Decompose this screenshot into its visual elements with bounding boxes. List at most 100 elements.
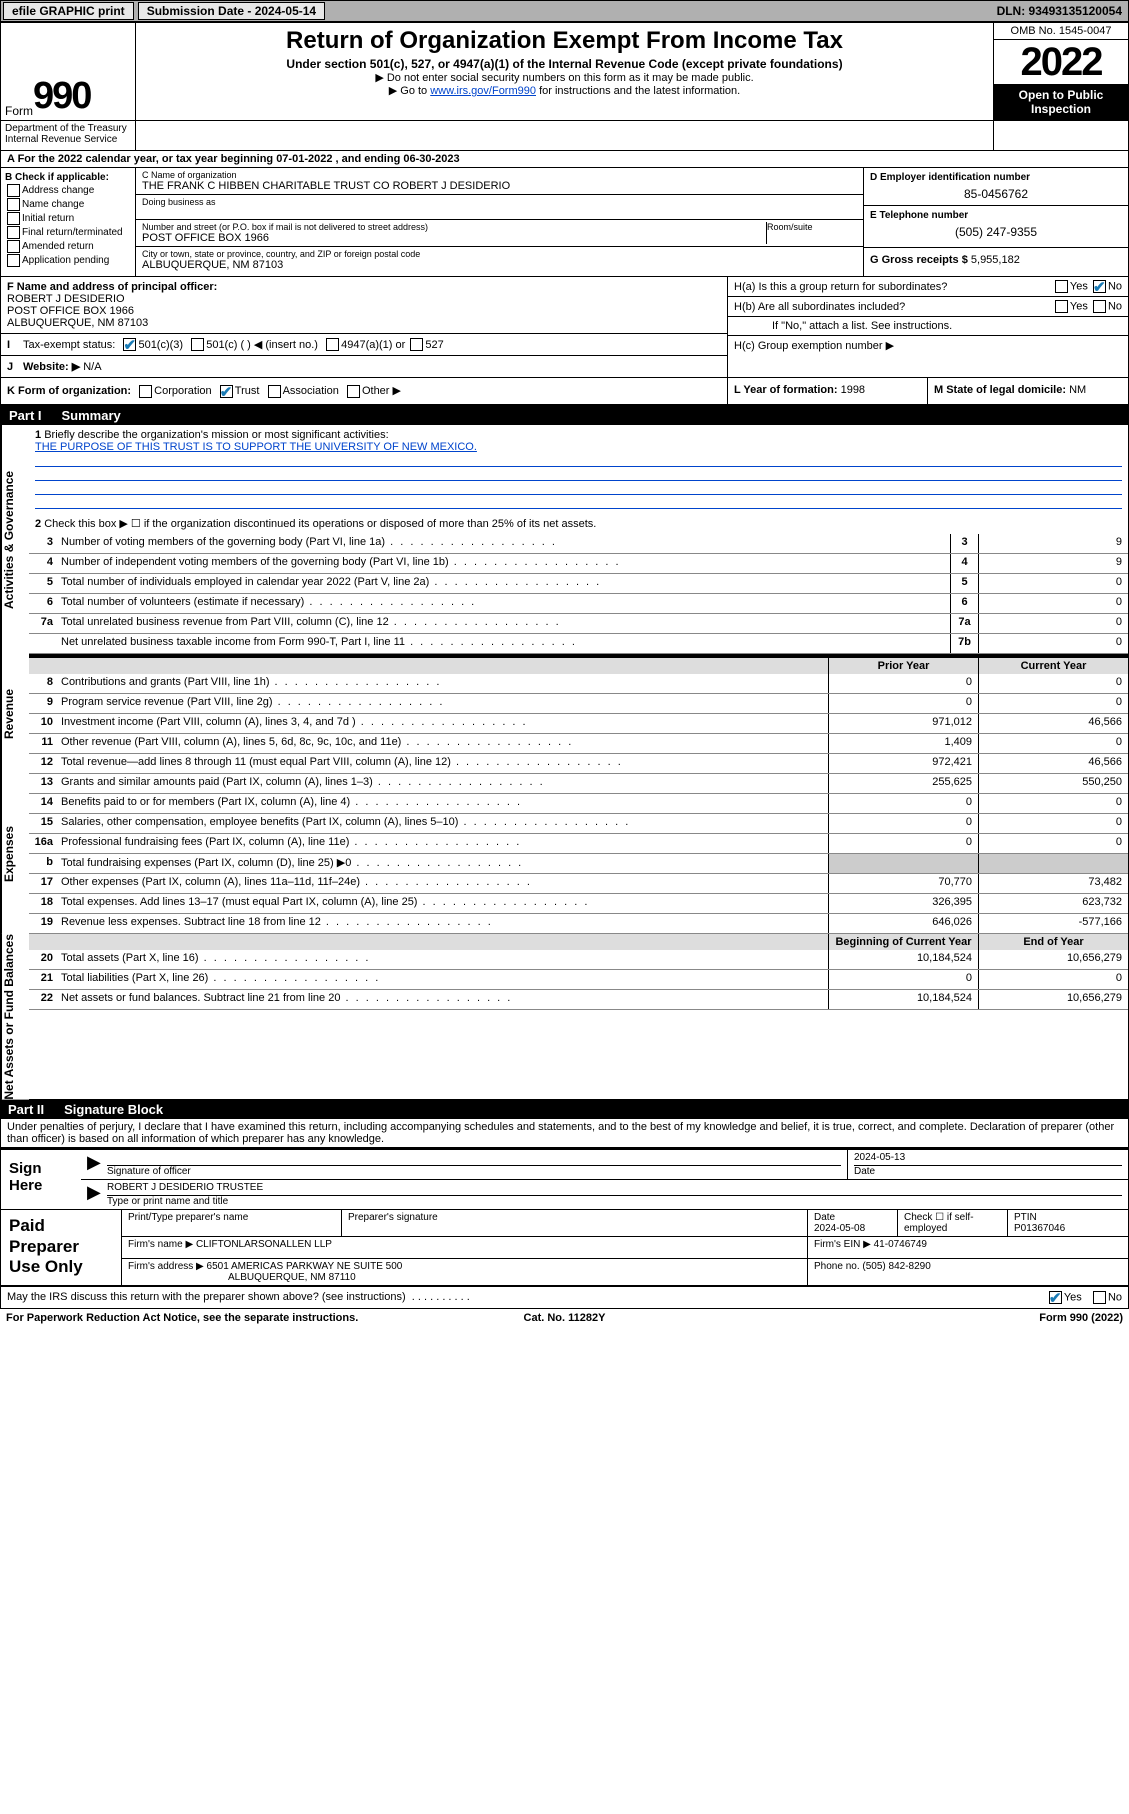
chk-assoc[interactable] [268,385,281,398]
city-val: ALBUQUERQUE, NM 87103 [142,259,857,271]
chk-4947[interactable] [326,338,339,351]
form-number-box: Form 990 [1,23,136,120]
chk-trust[interactable] [220,385,233,398]
footer-right: Form 990 (2022) [751,1312,1123,1324]
phone-val: (505) 247-9355 [870,221,1122,243]
box-b: B Check if applicable: Address change Na… [1,168,136,276]
street-cell: Number and street (or P.O. box if mail i… [142,222,767,244]
officer-label: F Name and address of principal officer: [7,281,217,293]
ha-label: H(a) Is this a group return for subordin… [734,281,947,293]
side-exp: Expenses [1,774,29,934]
side-gov: Activities & Governance [1,425,29,654]
prep-sig-label: Preparer's signature [342,1210,808,1236]
lbl-4947: 4947(a)(1) or [341,339,405,351]
suite-label: Room/suite [767,222,857,232]
footer-center: Cat. No. 11282Y [378,1312,750,1324]
website-label: Website: ▶ [23,360,80,373]
hb-no[interactable] [1093,300,1106,313]
chk-527[interactable] [410,338,423,351]
chk-pending[interactable]: Application pending [5,254,131,267]
ptin-val: P01367046 [1014,1223,1065,1234]
exp-section: Expenses 13Grants and similar amounts pa… [1,774,1128,934]
box-m: M State of legal domicile: NM [928,378,1128,404]
part1-header: Part I Summary [1,406,1128,425]
dept-text: Department of the Treasury Internal Reve… [1,121,136,150]
side-rev: Revenue [1,654,29,774]
officer-typed-name: ROBERT J DESIDERIO TRUSTEE [107,1182,1122,1196]
q1-text: THE PURPOSE OF THIS TRUST IS TO SUPPORT … [35,441,477,453]
hc-label: H(c) Group exemption number ▶ [734,339,894,352]
submission-btn[interactable]: Submission Date - 2024-05-14 [138,2,325,20]
bcd-grid: B Check if applicable: Address change Na… [0,168,1129,277]
rev-line-9: 9Program service revenue (Part VIII, lin… [29,694,1128,714]
header-right: OMB No. 1545-0047 2022 Open to Public In… [993,23,1128,120]
sign-block: Sign Here ▶ Signature of officer 2024-05… [0,1148,1129,1286]
firm-addr-label: Firm's address ▶ [128,1261,204,1272]
form-number: 990 [33,75,90,118]
chk-501c3[interactable] [123,338,136,351]
street-label: Number and street (or P.O. box if mail i… [142,222,766,232]
self-emp-label: Check ☐ if self-employed [898,1210,1008,1236]
exp-line-15: 15Salaries, other compensation, employee… [29,814,1128,834]
q2-text: Check this box ▶ ☐ if the organization d… [44,518,596,530]
dba-label: Doing business as [142,197,857,207]
page-footer: For Paperwork Reduction Act Notice, see … [0,1309,1129,1327]
sign-here-label: Sign Here [1,1150,81,1209]
tax-year: 2022 [994,40,1128,84]
chk-corp[interactable] [139,385,152,398]
gov-line-5: 5Total number of individuals employed in… [29,574,1128,594]
firm-phone: (505) 842-8290 [862,1261,930,1272]
topbar: efile GRAPHIC print Submission Date - 20… [0,0,1129,22]
prior-hdr: Prior Year [828,658,978,674]
box-h: H(a) Is this a group return for subordin… [728,277,1128,377]
m-val: NM [1069,384,1086,396]
h-a: H(a) Is this a group return for subordin… [728,277,1128,297]
chk-other[interactable] [347,385,360,398]
box-i: I Tax-exempt status: 501(c)(3) 501(c) ( … [1,334,727,356]
hb-yes[interactable] [1055,300,1068,313]
box-l: L Year of formation: 1998 [728,378,928,404]
line-1: 1 Briefly describe the organization's mi… [29,425,1128,513]
exp-line-14: 14Benefits paid to or for members (Part … [29,794,1128,814]
street-row: Number and street (or P.O. box if mail i… [136,220,863,247]
lbl-501c: 501(c) ( ) ◀ (insert no.) [206,338,318,351]
exp-line-17: 17Other expenses (Part IX, column (A), l… [29,874,1128,894]
efile-btn[interactable]: efile GRAPHIC print [3,2,134,20]
part1-title: Summary [62,408,121,423]
gov-line-4: 4Number of independent voting members of… [29,554,1128,574]
l-label: L Year of formation: [734,384,838,396]
klm-row: K Form of organization: Corporation Trus… [0,378,1129,405]
ha-yes[interactable] [1055,280,1068,293]
h-c: H(c) Group exemption number ▶ [728,336,1128,355]
net-line-21: 21Total liabilities (Part X, line 26)00 [29,970,1128,990]
rev-line-8: 8Contributions and grants (Part VIII, li… [29,674,1128,694]
chk-name[interactable]: Name change [5,198,131,211]
form-title: Return of Organization Exempt From Incom… [142,27,987,55]
rev-line-10: 10Investment income (Part VIII, column (… [29,714,1128,734]
exp-line-18: 18Total expenses. Add lines 13–17 (must … [29,894,1128,914]
net-line-22: 22Net assets or fund balances. Subtract … [29,990,1128,1010]
irs-link[interactable]: www.irs.gov/Form990 [430,85,536,97]
discuss-yes[interactable] [1049,1291,1062,1304]
declaration: Under penalties of perjury, I declare th… [0,1119,1129,1148]
q1-label: Briefly describe the organization's miss… [44,429,388,441]
gov-line-3: 3Number of voting members of the governi… [29,534,1128,554]
box-j: J Website: ▶ N/A [1,356,727,377]
chk-address[interactable]: Address change [5,184,131,197]
gov-line-7a: 7aTotal unrelated business revenue from … [29,614,1128,634]
box-k: K Form of organization: Corporation Trus… [1,378,728,404]
chk-final[interactable]: Final return/terminated [5,226,131,239]
chk-501c[interactable] [191,338,204,351]
m-label: M State of legal domicile: [934,384,1066,396]
chk-amended[interactable]: Amended return [5,240,131,253]
firm-phone-label: Phone no. [814,1261,860,1272]
chk-initial[interactable]: Initial return [5,212,131,225]
discuss-no[interactable] [1093,1291,1106,1304]
city-label: City or town, state or province, country… [142,249,857,259]
box-def: D Employer identification number 85-0456… [863,168,1128,276]
goto-pre: ▶ Go to [389,85,430,97]
prep-name-label: Print/Type preparer's name [122,1210,342,1236]
line-2: 2 Check this box ▶ ☐ if the organization… [29,513,1128,534]
end-hdr: End of Year [978,934,1128,950]
ha-no[interactable] [1093,280,1106,293]
